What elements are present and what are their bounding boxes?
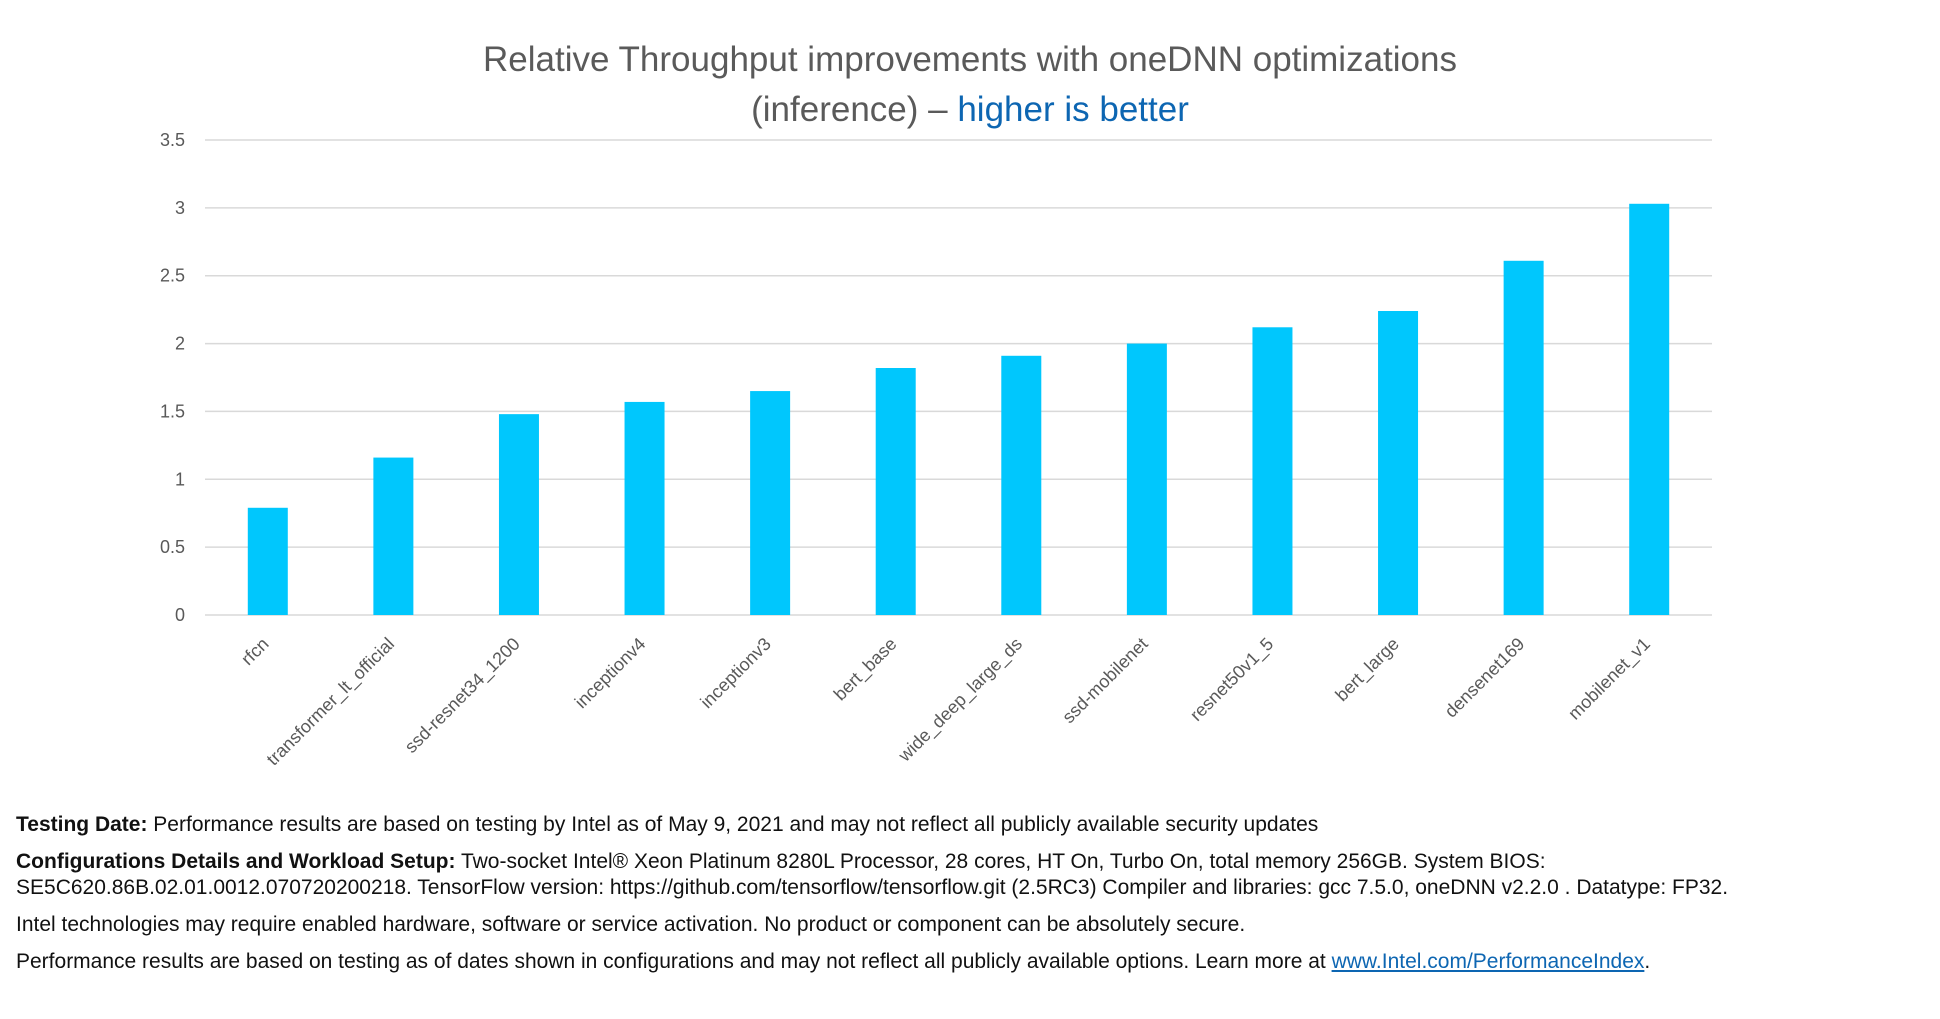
- y-tick-label: 1.5: [160, 401, 185, 421]
- x-tick-label: ssd-resnet34_1200: [401, 634, 525, 758]
- config-label: Configurations Details and Workload Setu…: [16, 850, 456, 873]
- bar-wide_deep_large_ds: [1001, 355, 1042, 615]
- x-tick-label: rfcn: [237, 634, 272, 669]
- chart-title-highlight: higher is better: [957, 90, 1189, 129]
- x-tick-label: inceptionv3: [696, 634, 775, 713]
- y-tick-label: 2.5: [160, 266, 185, 286]
- y-axis-ticks: 0 0.5 1 1.5 2 2.5 3 3.5: [160, 130, 185, 625]
- bar-inceptionv3: [750, 391, 791, 615]
- bar-bert_base: [875, 368, 916, 615]
- y-tick-label: 3.5: [160, 130, 185, 150]
- bar-ssd-resnet34_1200: [498, 414, 539, 615]
- x-tick-label: transformer_lt_official: [263, 634, 399, 770]
- bar-mobilenet_v1: [1629, 203, 1670, 615]
- performance-end: .: [1644, 950, 1651, 973]
- testing-date-label: Testing Date:: [16, 813, 148, 836]
- bar-densenet169: [1503, 260, 1544, 615]
- x-tick-label: resnet50v1_5: [1186, 634, 1278, 726]
- chart-title-prefix: (inference) –: [751, 90, 958, 129]
- bar-ssd-mobilenet: [1126, 343, 1167, 615]
- x-tick-label: bert_base: [830, 634, 901, 705]
- testing-date-note: Testing Date: Performance results are ba…: [16, 812, 1931, 838]
- x-tick-label: densenet169: [1441, 634, 1529, 722]
- performance-text: Performance results are based on testing…: [16, 950, 1332, 973]
- chart-title-line2: (inference) – higher is better: [0, 86, 1940, 134]
- technologies-note: Intel technologies may require enabled h…: [16, 913, 1246, 936]
- x-tick-label: inceptionv4: [571, 634, 650, 713]
- y-tick-label: 3: [175, 198, 185, 218]
- performance-index-link[interactable]: www.Intel.com/PerformanceIndex: [1331, 950, 1645, 973]
- chart-title-line1: Relative Throughput improvements with on…: [483, 40, 1457, 79]
- y-tick-label: 0.5: [160, 537, 185, 557]
- y-tick-label: 0: [175, 605, 185, 625]
- y-tick-label: 1: [175, 469, 185, 489]
- testing-date-text: Performance results are based on testing…: [147, 813, 1319, 836]
- bar-chart: 0 0.5 1 1.5 2 2.5 3 3.5 rfcntransformer_lt_offi…: [160, 130, 1712, 770]
- bars: [247, 203, 1670, 615]
- x-tick-label: mobilenet_v1: [1564, 634, 1655, 725]
- bar-transformer_lt_official: [373, 457, 414, 615]
- y-tick-label: 2: [175, 334, 185, 354]
- bar-bert_large: [1378, 311, 1419, 615]
- bar-rfcn: [247, 507, 288, 615]
- gridlines: [205, 139, 1712, 616]
- x-tick-label: bert_large: [1331, 634, 1403, 706]
- bar-inceptionv4: [624, 401, 665, 615]
- performance-note: Performance results are based on testing…: [16, 949, 1931, 975]
- config-note: Configurations Details and Workload Setu…: [16, 849, 1931, 901]
- config-text: Two-socket Intel® Xeon Platinum 8280L Pr…: [16, 850, 1729, 899]
- bar-resnet50v1_5: [1252, 327, 1293, 615]
- x-tick-label: ssd-mobilenet: [1058, 634, 1151, 727]
- footnotes: Testing Date: Performance results are ba…: [16, 812, 1931, 986]
- x-tick-label: wide_deep_large_ds: [894, 634, 1027, 767]
